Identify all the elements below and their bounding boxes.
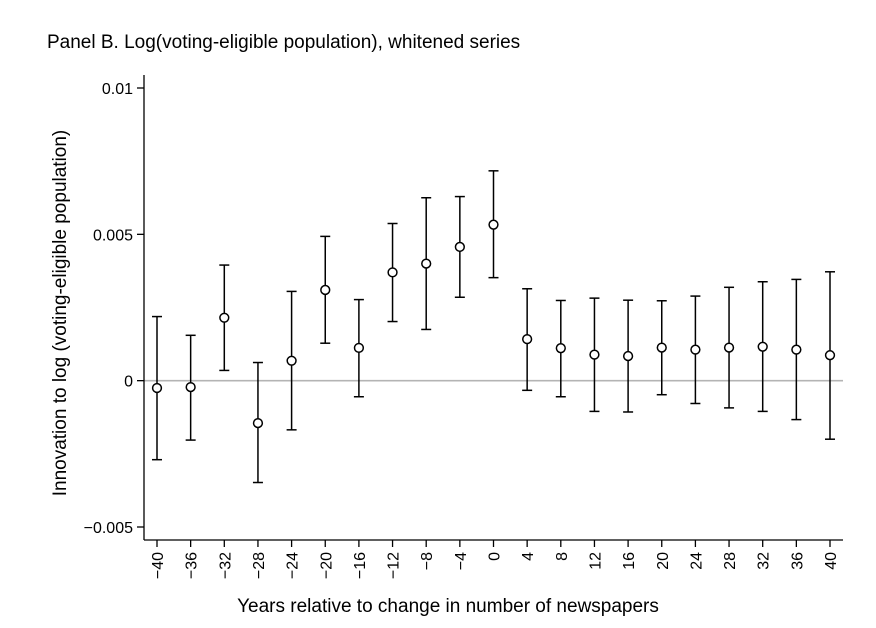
y-tick-label: 0.01 xyxy=(102,81,133,98)
x-tick-label: −4 xyxy=(453,552,470,570)
data-point xyxy=(522,333,533,345)
x-tick-label: 40 xyxy=(823,552,840,570)
x-tick-label: −20 xyxy=(318,552,335,579)
x-tick-label: −12 xyxy=(386,552,403,579)
x-tick-label: −28 xyxy=(251,552,268,579)
data-point xyxy=(757,341,768,352)
data-point xyxy=(454,241,466,253)
x-tick-label: 20 xyxy=(655,552,672,570)
data-point xyxy=(320,284,331,296)
data-point xyxy=(555,343,566,354)
data-point xyxy=(723,342,735,353)
x-tick-label: 16 xyxy=(621,552,638,570)
x-tick-label: −8 xyxy=(419,552,436,570)
x-tick-label: −32 xyxy=(217,552,234,579)
x-axis-label: Years relative to change in number of ne… xyxy=(237,596,659,617)
data-point xyxy=(421,258,432,269)
y-axis-label: Innovation to log (voting-eligible popul… xyxy=(50,130,71,497)
data-point xyxy=(353,342,365,354)
x-tick-label: −16 xyxy=(352,552,369,579)
x-tick-label: −24 xyxy=(285,552,302,579)
data-point xyxy=(185,381,196,393)
chart-title: Panel B. Log(voting-eligible population)… xyxy=(47,32,520,53)
x-tick-label: 8 xyxy=(554,552,571,561)
data-point xyxy=(387,267,398,278)
data-point xyxy=(690,344,701,355)
x-tick-label: 4 xyxy=(520,552,537,561)
data-point xyxy=(488,219,499,230)
data-point xyxy=(791,344,802,355)
data-point xyxy=(622,350,634,362)
data-point xyxy=(589,349,600,360)
x-tick-label: −36 xyxy=(184,552,201,579)
data-point xyxy=(824,350,836,361)
x-tick-label: 0 xyxy=(487,552,504,561)
y-tick-label: 0 xyxy=(124,374,133,391)
data-point xyxy=(219,312,230,323)
data-point xyxy=(286,355,297,366)
x-tick-label: 12 xyxy=(587,552,604,570)
x-tick-label: 36 xyxy=(789,552,806,570)
data-point xyxy=(151,382,163,394)
x-tick-label: 24 xyxy=(688,552,705,570)
x-tick-label: 28 xyxy=(722,552,739,570)
x-tick-label: 32 xyxy=(756,552,773,570)
data-point xyxy=(656,342,667,353)
y-tick-label: −0.005 xyxy=(84,520,133,537)
y-tick-label: 0.005 xyxy=(93,227,133,244)
data-point xyxy=(252,417,264,429)
x-tick-label: −40 xyxy=(150,552,167,579)
